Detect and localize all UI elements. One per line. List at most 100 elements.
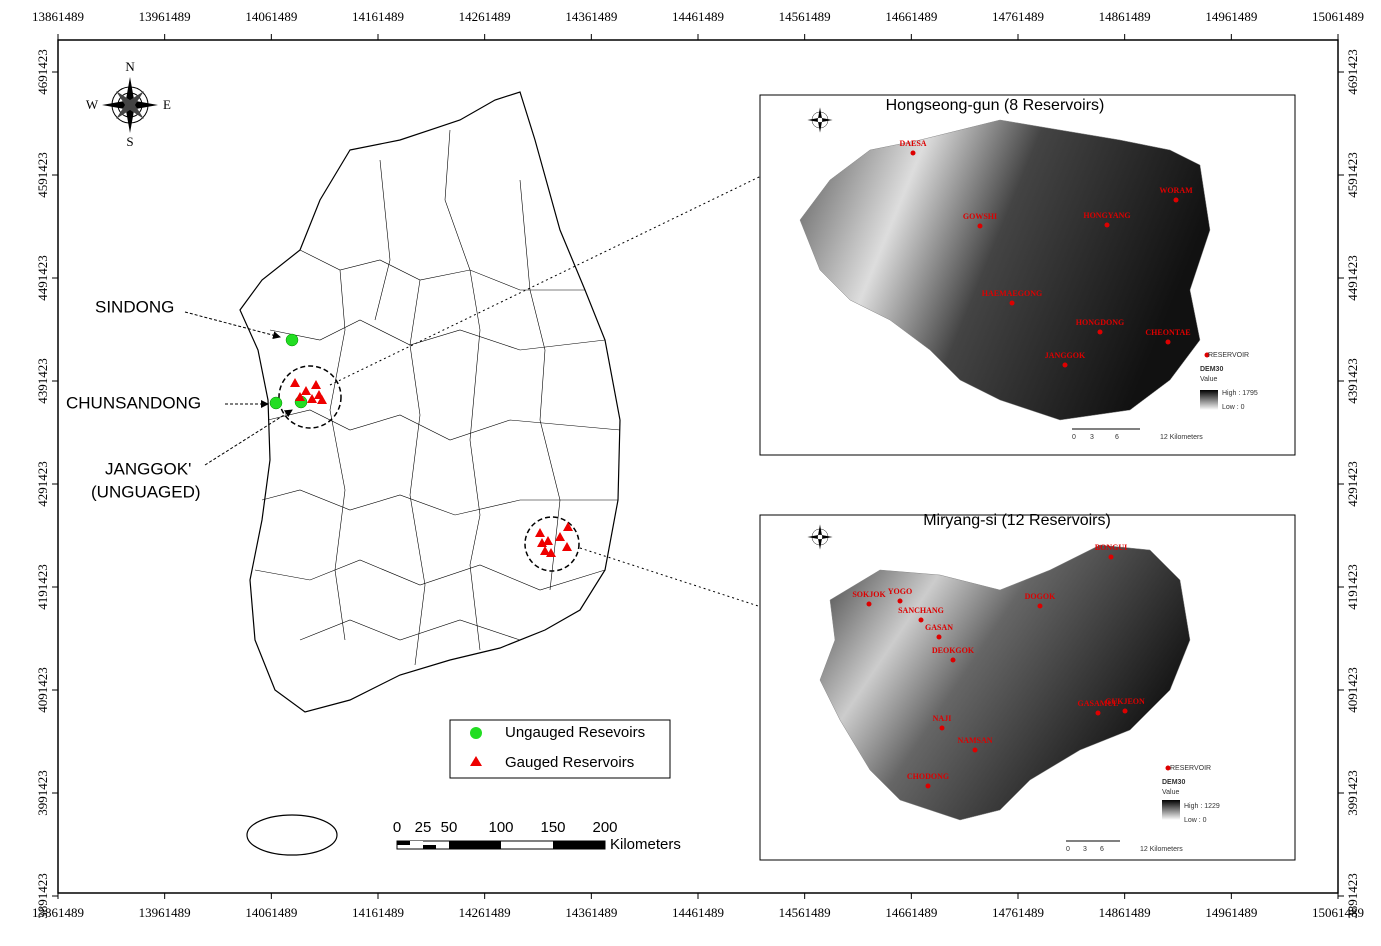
inset-labels: Hongseong-gun (8 Reservoirs) DAESA GOWSHI H… [852, 97, 1258, 853]
x-coord-label: 14561489 [779, 905, 831, 920]
reservoir-label: BONGUI [1095, 543, 1127, 552]
legend-low: Low : 0 [1184, 817, 1207, 824]
reservoir-label: GASAN [925, 623, 953, 632]
reservoir-point [1122, 708, 1128, 714]
y-coord-label: 4291423 [35, 461, 50, 507]
gauged-markers [290, 378, 573, 557]
reservoir-label: GOWSHI [963, 212, 997, 221]
reservoir-point [1097, 329, 1103, 335]
reservoir-point [918, 617, 924, 623]
leader-line [204, 409, 293, 466]
y-coord-label: 4391423 [35, 358, 50, 404]
inset-arrow [329, 161, 791, 386]
scale-tick-label: 200 [592, 819, 617, 836]
y-coord-label: 4691423 [1345, 49, 1360, 95]
x-coord-label: 15061489 [1312, 905, 1364, 920]
scale-unit: Kilometers [610, 836, 681, 853]
reservoir-label: NAJI [933, 714, 952, 723]
inset-miryang [759, 514, 1296, 861]
reservoir-point [1108, 554, 1114, 560]
scale-tick-label: 50 [441, 819, 458, 836]
x-coord-label: 14861489 [1099, 9, 1151, 24]
scale-tick-label: 25 [415, 819, 432, 836]
legend-layer: DEM30 [1162, 779, 1185, 786]
compass-e: E [163, 97, 171, 112]
legend-field: Value [1200, 376, 1217, 383]
y-coord-label: 4291423 [1345, 461, 1360, 507]
inset-scale-label: 3 [1083, 846, 1087, 853]
x-coord-label: 14161489 [352, 9, 404, 24]
reservoir-point [972, 747, 978, 753]
x-coord-label: 13861489 [32, 9, 84, 24]
y-coord-label: 4491423 [1345, 255, 1360, 301]
reservoir-point [897, 598, 903, 604]
reservoir-point [977, 223, 983, 229]
x-coord-label: 14961489 [1205, 9, 1257, 24]
inset-compass [807, 107, 833, 133]
reservoir-point [1062, 362, 1068, 368]
x-coord-label: 14961489 [1205, 905, 1257, 920]
reservoir-label: DOGOK [1025, 592, 1056, 601]
x-coord-label: 15061489 [1312, 9, 1364, 24]
legend-layer: DEM30 [1200, 366, 1223, 373]
x-coord-label: 14761489 [992, 905, 1044, 920]
scale-tick-label: 0 [393, 819, 401, 836]
legend-label: Ungauged Resevoirs [505, 724, 645, 741]
label-chunsandong: CHUNSANDONG [66, 393, 201, 412]
y-coord-label: 4491423 [35, 255, 50, 301]
reservoir-point [925, 783, 931, 789]
legend-high: High : 1795 [1222, 390, 1258, 397]
x-coord-label: 14261489 [459, 9, 511, 24]
reservoir-label: CHEONTAE [1145, 328, 1190, 337]
legend-low: Low : 0 [1222, 404, 1245, 411]
legend-symbol [470, 727, 482, 739]
y-coord-label: 4591423 [1345, 152, 1360, 198]
compass: N S E W [86, 59, 171, 149]
reservoir-point [936, 634, 942, 640]
inset-scale-label: 6 [1100, 846, 1104, 853]
reservoir-label: CHODONG [907, 772, 949, 781]
x-coord-label: 14261489 [459, 905, 511, 920]
reservoir-point [910, 150, 916, 156]
legend-symbol-label: RESERVOIR [1208, 352, 1249, 359]
reservoir-label: SANCHANG [898, 606, 944, 615]
inset-scale-label: 6 [1115, 434, 1119, 441]
reservoir-label: HONGYANG [1083, 211, 1130, 220]
x-coord-label: 14761489 [992, 9, 1044, 24]
label-janggok-note: (UNGUAGED) [91, 482, 201, 501]
legend-field: Value [1162, 789, 1179, 796]
reservoir-point [1173, 197, 1179, 203]
reservoir-point [866, 601, 872, 607]
y-coord-label: 4591423 [35, 152, 50, 198]
x-coord-label: 14861489 [1099, 905, 1151, 920]
reservoir-label: SOKJOK [852, 590, 886, 599]
study-area-circle [524, 516, 580, 572]
reservoir-label: NAMSAN [957, 736, 992, 745]
y-coord-label: 4091423 [35, 667, 50, 713]
y-coord-label: 3891423 [35, 873, 50, 919]
inset-scale-label: 12 Kilometers [1160, 434, 1203, 441]
inset-title: Hongseong-gun (8 Reservoirs) [886, 97, 1105, 114]
inset-scale-label: 3 [1090, 434, 1094, 441]
reservoir-label: HAEMAEGONG [982, 289, 1042, 298]
inset-hongseong [759, 94, 1296, 456]
y-coord-label: 3991423 [35, 770, 50, 816]
inset-scale-label: 0 [1072, 434, 1076, 441]
x-coord-label: 14161489 [352, 905, 404, 920]
y-coord-label: 4691423 [35, 49, 50, 95]
x-coord-label: 14661489 [885, 905, 937, 920]
reservoir-label: YOGO [888, 587, 912, 596]
label-janggok: JANGGOK' [105, 459, 191, 478]
reservoir-point [939, 725, 945, 731]
y-coord-label: 4191423 [1345, 564, 1360, 610]
reservoir-label: JANGGOK [1045, 351, 1086, 360]
scale-tick-label: 150 [540, 819, 565, 836]
reservoir-label: WORAM [1159, 186, 1193, 195]
reservoir-point [1009, 300, 1015, 306]
leader-line [184, 311, 281, 340]
y-coord-label: 3891423 [1345, 873, 1360, 919]
compass-s: S [126, 134, 133, 149]
reservoir-label: GUKJEON [1105, 697, 1145, 706]
x-coord-label: 14461489 [672, 9, 724, 24]
